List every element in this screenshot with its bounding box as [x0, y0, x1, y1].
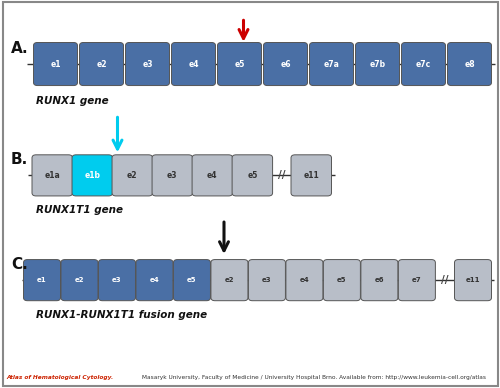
Text: e4: e4 [188, 59, 198, 69]
FancyBboxPatch shape [61, 260, 98, 301]
Text: e6: e6 [280, 59, 291, 69]
FancyBboxPatch shape [112, 155, 152, 196]
Text: B.: B. [11, 152, 28, 167]
FancyBboxPatch shape [126, 43, 170, 86]
Text: e3: e3 [112, 277, 122, 283]
FancyBboxPatch shape [80, 43, 124, 86]
Text: e2: e2 [127, 171, 138, 180]
Text: e3: e3 [167, 171, 177, 180]
Text: Atlas of Hematological Cytology.: Atlas of Hematological Cytology. [6, 375, 113, 379]
Text: e4: e4 [150, 277, 160, 283]
Text: e2: e2 [74, 277, 84, 283]
FancyBboxPatch shape [136, 260, 173, 301]
Text: //: // [278, 170, 285, 180]
Text: e6: e6 [374, 277, 384, 283]
Text: e7b: e7b [370, 59, 386, 69]
Text: RUNX1T1 gene: RUNX1T1 gene [36, 205, 123, 215]
Text: e5: e5 [234, 59, 244, 69]
FancyBboxPatch shape [232, 155, 272, 196]
Text: e4: e4 [300, 277, 310, 283]
FancyBboxPatch shape [174, 260, 210, 301]
Text: RUNX1-RUNX1T1 fusion gene: RUNX1-RUNX1T1 fusion gene [36, 310, 207, 320]
Text: e5: e5 [337, 277, 346, 283]
Text: e7a: e7a [324, 59, 340, 69]
FancyBboxPatch shape [32, 155, 72, 196]
Text: e7: e7 [412, 277, 422, 283]
Text: e4: e4 [207, 171, 218, 180]
FancyBboxPatch shape [24, 260, 60, 301]
FancyBboxPatch shape [454, 260, 492, 301]
Text: e1: e1 [50, 59, 60, 69]
FancyBboxPatch shape [192, 155, 232, 196]
Text: e1: e1 [37, 277, 47, 283]
Text: e7c: e7c [416, 59, 431, 69]
Text: e2: e2 [96, 59, 107, 69]
FancyBboxPatch shape [264, 43, 308, 86]
FancyBboxPatch shape [211, 260, 248, 301]
FancyBboxPatch shape [448, 43, 492, 86]
FancyBboxPatch shape [361, 260, 398, 301]
FancyBboxPatch shape [310, 43, 354, 86]
Text: e2: e2 [224, 277, 234, 283]
FancyBboxPatch shape [402, 43, 446, 86]
Text: e11: e11 [466, 277, 480, 283]
Text: RUNX1 gene: RUNX1 gene [36, 96, 109, 106]
Text: e1a: e1a [44, 171, 60, 180]
Text: Masaryk University, Faculty of Medicine / University Hospital Brno. Available fr: Masaryk University, Faculty of Medicine … [140, 375, 486, 379]
Text: e3: e3 [142, 59, 153, 69]
FancyBboxPatch shape [218, 43, 262, 86]
FancyBboxPatch shape [98, 260, 136, 301]
FancyBboxPatch shape [248, 260, 286, 301]
Text: e11: e11 [304, 171, 319, 180]
Text: A.: A. [11, 41, 28, 56]
FancyBboxPatch shape [324, 260, 360, 301]
FancyBboxPatch shape [152, 155, 192, 196]
FancyBboxPatch shape [72, 155, 112, 196]
Text: e3: e3 [262, 277, 272, 283]
Text: C.: C. [11, 257, 28, 272]
Text: e1b: e1b [84, 171, 100, 180]
FancyBboxPatch shape [34, 43, 78, 86]
FancyBboxPatch shape [286, 260, 323, 301]
Text: e8: e8 [464, 59, 475, 69]
Text: //: // [441, 275, 448, 285]
FancyBboxPatch shape [356, 43, 400, 86]
FancyBboxPatch shape [291, 155, 332, 196]
FancyBboxPatch shape [398, 260, 436, 301]
FancyBboxPatch shape [172, 43, 216, 86]
Text: e5: e5 [247, 171, 258, 180]
Text: e5: e5 [187, 277, 196, 283]
